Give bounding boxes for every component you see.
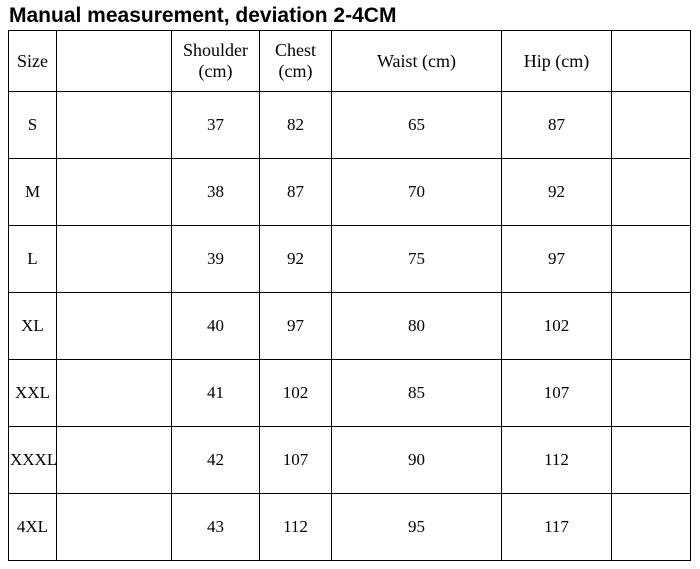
cell-waist: 80 bbox=[332, 293, 502, 360]
cell-shoulder: 37 bbox=[172, 92, 260, 159]
table-row: XXXL 42 107 90 112 bbox=[9, 427, 691, 494]
cell-hip: 92 bbox=[502, 159, 612, 226]
cell-blank-2 bbox=[612, 494, 691, 561]
cell-blank-1 bbox=[57, 226, 172, 293]
cell-hip: 112 bbox=[502, 427, 612, 494]
size-chart-table: Size Shoulder(cm) Chest(cm) Waist (cm) H… bbox=[8, 30, 691, 561]
cell-chest: 87 bbox=[260, 159, 332, 226]
table-row: 4XL 43 112 95 117 bbox=[9, 494, 691, 561]
col-header-blank-2 bbox=[612, 31, 691, 92]
cell-blank-2 bbox=[612, 92, 691, 159]
cell-hip: 87 bbox=[502, 92, 612, 159]
cell-chest: 102 bbox=[260, 360, 332, 427]
cell-blank-2 bbox=[612, 293, 691, 360]
cell-blank-2 bbox=[612, 159, 691, 226]
cell-chest: 97 bbox=[260, 293, 332, 360]
cell-waist: 90 bbox=[332, 427, 502, 494]
cell-hip: 102 bbox=[502, 293, 612, 360]
cell-chest: 107 bbox=[260, 427, 332, 494]
col-header-shoulder: Shoulder(cm) bbox=[172, 31, 260, 92]
cell-blank-1 bbox=[57, 427, 172, 494]
page-title: Manual measurement, deviation 2-4CM bbox=[9, 4, 692, 28]
col-header-waist: Waist (cm) bbox=[332, 31, 502, 92]
cell-chest: 82 bbox=[260, 92, 332, 159]
cell-shoulder: 38 bbox=[172, 159, 260, 226]
cell-hip: 117 bbox=[502, 494, 612, 561]
cell-chest: 112 bbox=[260, 494, 332, 561]
table-row: XXL 41 102 85 107 bbox=[9, 360, 691, 427]
cell-hip: 107 bbox=[502, 360, 612, 427]
cell-size: XL bbox=[9, 293, 57, 360]
col-header-blank-1 bbox=[57, 31, 172, 92]
cell-blank-2 bbox=[612, 360, 691, 427]
cell-blank-1 bbox=[57, 92, 172, 159]
cell-waist: 75 bbox=[332, 226, 502, 293]
col-header-chest: Chest(cm) bbox=[260, 31, 332, 92]
cell-size: 4XL bbox=[9, 494, 57, 561]
cell-size: L bbox=[9, 226, 57, 293]
cell-size: M bbox=[9, 159, 57, 226]
cell-waist: 70 bbox=[332, 159, 502, 226]
cell-size: S bbox=[9, 92, 57, 159]
cell-blank-1 bbox=[57, 293, 172, 360]
cell-waist: 65 bbox=[332, 92, 502, 159]
cell-waist: 85 bbox=[332, 360, 502, 427]
cell-shoulder: 40 bbox=[172, 293, 260, 360]
cell-shoulder: 39 bbox=[172, 226, 260, 293]
cell-blank-1 bbox=[57, 159, 172, 226]
table-row: S 37 82 65 87 bbox=[9, 92, 691, 159]
cell-shoulder: 43 bbox=[172, 494, 260, 561]
cell-waist: 95 bbox=[332, 494, 502, 561]
cell-blank-2 bbox=[612, 427, 691, 494]
table-row: M 38 87 70 92 bbox=[9, 159, 691, 226]
table-header-row: Size Shoulder(cm) Chest(cm) Waist (cm) H… bbox=[9, 31, 691, 92]
cell-blank-2 bbox=[612, 226, 691, 293]
cell-chest: 92 bbox=[260, 226, 332, 293]
cell-shoulder: 42 bbox=[172, 427, 260, 494]
cell-shoulder: 41 bbox=[172, 360, 260, 427]
cell-hip: 97 bbox=[502, 226, 612, 293]
col-header-hip: Hip (cm) bbox=[502, 31, 612, 92]
cell-size: XXL bbox=[9, 360, 57, 427]
table-row: L 39 92 75 97 bbox=[9, 226, 691, 293]
table-row: XL 40 97 80 102 bbox=[9, 293, 691, 360]
col-header-size: Size bbox=[9, 31, 57, 92]
cell-size: XXXL bbox=[9, 427, 57, 494]
cell-blank-1 bbox=[57, 360, 172, 427]
cell-blank-1 bbox=[57, 494, 172, 561]
